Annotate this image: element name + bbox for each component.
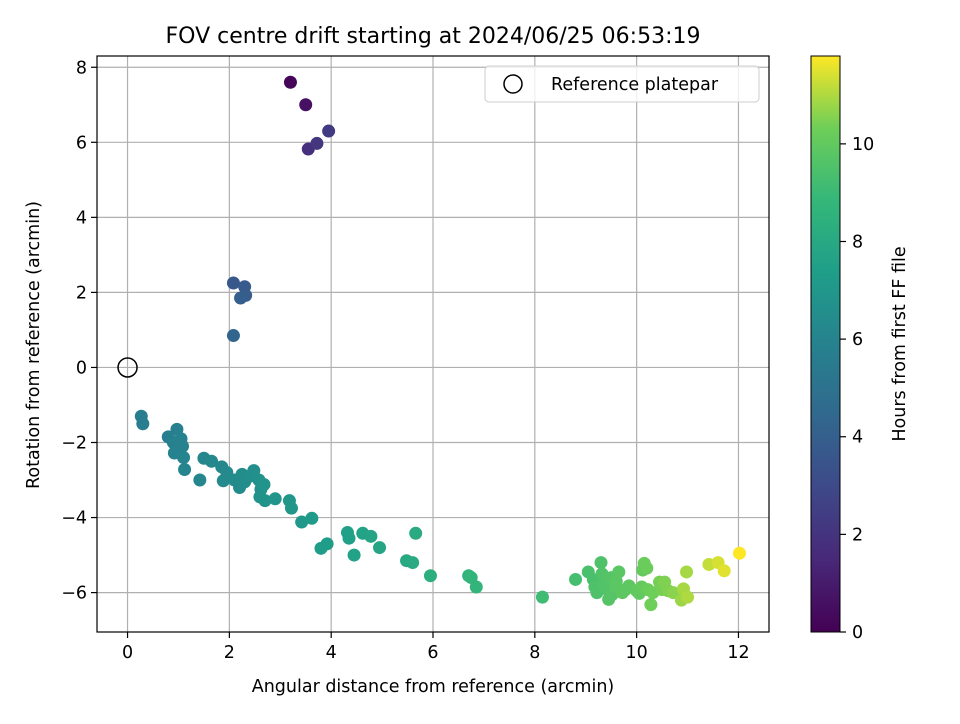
colorbar-tick-label: 2 [852,525,863,545]
x-tick-label: 10 [625,643,647,663]
colorbar: 0 2 4 6 8 10 Hours from first FF file [810,55,910,643]
data-point [640,561,654,575]
points-layer [117,75,746,612]
colorbar-gradient [810,55,841,633]
data-point [347,548,361,562]
data-point [469,580,483,594]
data-point [268,492,282,506]
data-point [178,463,192,477]
y-tick-label: 6 [76,133,87,153]
data-point [234,291,248,305]
x-tick-label: 6 [427,643,438,663]
data-point [193,473,207,487]
data-point [681,590,695,604]
y-tick-label: 2 [76,283,87,303]
legend-label-reference-platepar: Reference platepar [551,75,719,95]
data-point [423,569,437,583]
reference-platepar-marker [117,357,138,378]
y-tick-label: −6 [61,584,87,604]
y-tick-label: −2 [61,434,87,454]
colorbar-tick-label: 8 [852,232,863,252]
data-point [226,329,240,343]
data-point [612,565,626,579]
data-point [295,515,309,529]
data-point [205,454,219,468]
x-axis-label: Angular distance from reference (arcmin) [252,677,615,697]
colorbar-tick-label: 10 [852,135,874,155]
legend-marker-reference-platepar [503,74,523,94]
data-point [535,590,549,604]
colorbar-label: Hours from first FF file [890,246,910,441]
x-tick-label: 12 [727,643,749,663]
data-point [717,564,731,578]
data-point [594,556,608,570]
grid-layer [97,56,769,632]
x-tick-label: 0 [122,643,133,663]
plot-frame [96,55,770,633]
y-tick-label: 4 [76,208,87,228]
data-point [299,98,313,112]
legend-box [484,65,760,103]
data-point [310,136,324,150]
x-tick-label: 2 [224,643,235,663]
colorbar-ticks: 0 2 4 6 8 10 [840,135,874,643]
data-point [322,124,336,138]
legend: Reference platepar [484,65,760,103]
data-point [305,511,319,525]
data-point [284,501,298,515]
data-point [136,417,150,431]
colorbar-tick-label: 0 [852,623,863,643]
x-tick-label: 4 [326,643,337,663]
data-point [644,598,658,612]
y-tick-label: 8 [76,58,87,78]
x-tick-label: 8 [529,643,540,663]
axes-layer: 0 2 4 6 8 10 12 −6 −4 −2 0 2 4 6 8 [61,55,770,663]
y-tick-label: −4 [61,509,87,529]
colorbar-tick-label: 6 [852,330,863,350]
data-point [342,531,356,545]
data-point [226,276,240,290]
data-point [680,565,694,579]
y-tick-label: 0 [76,358,87,378]
data-point [177,451,191,465]
data-point [569,572,583,586]
data-point [406,556,420,570]
data-point [283,75,297,89]
data-point [409,526,423,540]
chart-title: FOV centre drift starting at 2024/06/25 … [166,24,701,49]
data-point [364,529,378,543]
data-point [216,474,230,488]
colorbar-tick-label: 4 [852,428,863,448]
data-point [257,478,271,492]
data-point [258,494,272,508]
data-point [732,546,746,560]
data-point [373,541,387,555]
y-axis-label: Rotation from reference (arcmin) [24,201,44,489]
data-point [320,537,334,551]
